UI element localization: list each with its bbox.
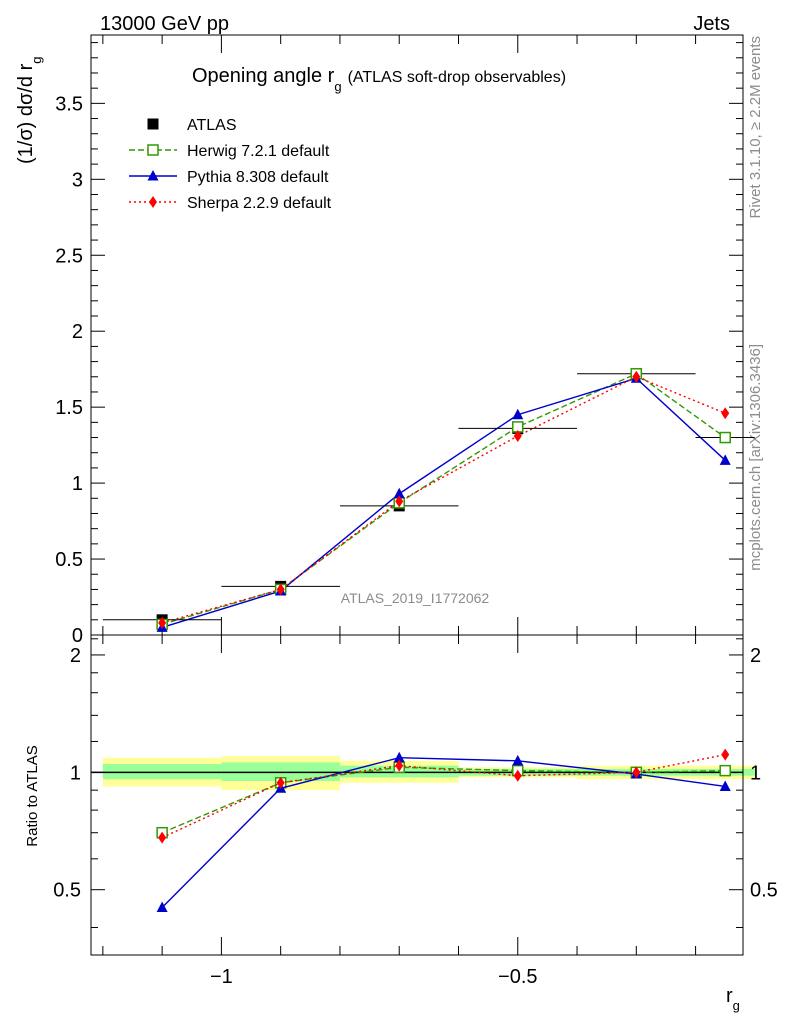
legend-label-0: Herwig 7.2.1 default [187,143,330,160]
ratio-series-point-1 [719,780,731,791]
legend-marker-2 [149,196,157,208]
ratio-series-point-1 [156,901,168,913]
ratio-y-tick-label-right: 0.5 [750,880,778,902]
main-series-point-2 [721,407,730,420]
x-axis-label-main: r [726,985,733,1007]
legend-marker-1 [147,170,159,181]
legend-label-2: Sherpa 2.2.9 default [187,195,332,212]
main-panel: 0 0.5 1 1.5 2 2.5 3 3.5 [55,34,755,647]
x-axis-label: rg [726,985,740,1013]
rivet-note: Rivet 3.1.10, ≥ 2.2M events [747,36,764,219]
main-series-line-0 [161,372,726,626]
main-y-tick-label: 1.5 [55,397,83,419]
ratio-series-point-1 [393,751,405,763]
ratio-series-point-1 [512,754,524,766]
main-series-point-1 [512,408,524,420]
x-axis-label-sub: g [733,998,740,1013]
energy-label: 13000 GeV pp [100,13,229,35]
ratio-series-point-2 [158,831,167,844]
legend-atlas-label: ATLAS [187,117,237,134]
process-label: Jets [693,13,730,35]
legend: ATLAS Herwig 7.2.1 default Pythia 8.308 de… [129,117,332,212]
ratio-series-line-0 [161,766,726,834]
main-series-line-1 [161,377,726,629]
ratio-y-tick-label-left: 0.5 [53,880,81,902]
main-series-point-1 [393,487,405,499]
legend-marker-0 [147,144,159,156]
main-y-tick-label: 2.5 [55,245,83,267]
main-y-axis-label: (1/σ) dσ/d rg [15,57,44,165]
ratio-series-line-1 [161,757,726,909]
ratio-y-tick-label-right: 1 [750,762,761,784]
ratio-y-tick-label-right: 2 [750,645,761,667]
ratio-series-point-2 [632,766,641,779]
main-y-tick-label: 1 [72,473,83,495]
analysis-watermark: ATLAS_2019_I1772062 [341,590,490,606]
ratio-y-axis-label: Ratio to ATLAS [24,745,41,846]
legend-label-1: Pythia 8.308 default [187,169,329,186]
ratio-series-point-2 [721,748,730,761]
chart-title-main: Opening angle r [192,65,335,87]
main-y-tick-label: 0.5 [55,549,83,571]
main-series-point-2 [513,430,522,443]
chart-title: Opening angle rg (ATLAS soft-drop observa… [192,65,566,94]
ratio-series-point-2 [395,759,404,772]
x-tick-label: −0.5 [498,966,537,988]
ratio-frame [90,634,744,956]
legend-atlas-marker [147,118,159,130]
ratio-y-tick-label-left: 1 [70,762,81,784]
mcplots-note: mcplots.cern.ch [arXiv:1306.3436] [747,344,764,571]
ratio-series-point-2 [276,776,285,789]
main-y-tick-label: 3.5 [55,93,83,115]
ratio-y-tick-label-left: 2 [70,645,81,667]
chart-title-note: (ATLAS soft-drop observables) [348,69,566,86]
main-y-tick-label: 3 [72,169,83,191]
main-y-axis-label-main: (1/σ) dσ/d r [15,63,37,164]
ratio-panel: −1 −0.5 0.5 0.5 1 1 2 2 [53,634,778,988]
x-tick-label: −1 [210,966,233,988]
main-series-point-2 [632,370,641,383]
main-series-point-0 [719,431,731,444]
main-series-point-2 [276,583,285,596]
main-y-axis-label-sub: g [29,57,44,64]
main-y-tick-label: 2 [72,321,83,343]
main-y-tick-label: 0 [72,625,83,647]
main-series-point-2 [158,616,167,629]
ratio-series-point-2 [513,769,522,782]
chart-title-sub: g [334,79,341,94]
main-series-point-2 [395,495,404,508]
main-series-point-1 [719,454,731,465]
ratio-series-point-0 [719,764,731,777]
